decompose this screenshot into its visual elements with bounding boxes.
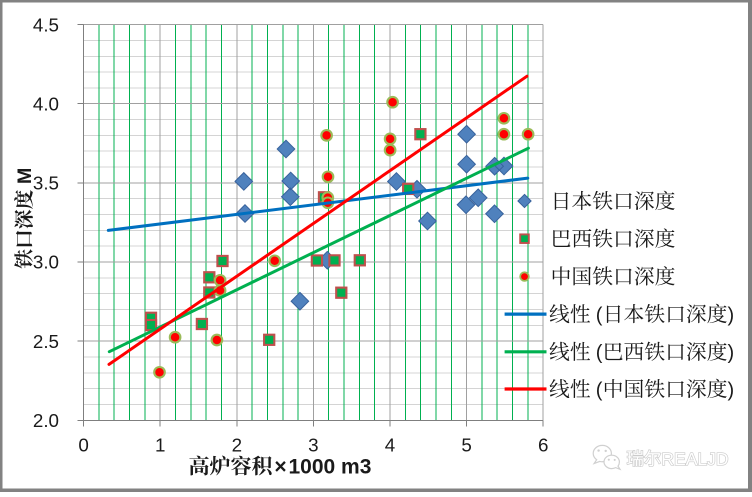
svg-text:M: M xyxy=(14,168,36,184)
svg-text:): ) xyxy=(728,305,735,327)
svg-text:1: 1 xyxy=(155,434,165,455)
svg-text:3.0: 3.0 xyxy=(33,252,59,273)
svg-text:REALJD: REALJD xyxy=(661,449,728,469)
svg-text:4.0: 4.0 xyxy=(33,93,59,114)
svg-text:5: 5 xyxy=(461,434,471,455)
svg-text:): ) xyxy=(728,379,735,401)
svg-text:2.5: 2.5 xyxy=(33,331,59,352)
svg-text:(: ( xyxy=(596,305,603,327)
svg-text:1000 m3: 1000 m3 xyxy=(289,456,372,479)
svg-text:0: 0 xyxy=(78,434,88,455)
svg-text:(: ( xyxy=(596,342,603,364)
svg-text:): ) xyxy=(728,342,735,364)
svg-text:4: 4 xyxy=(385,434,395,455)
svg-text:2.0: 2.0 xyxy=(33,410,59,431)
svg-text:×: × xyxy=(274,456,286,479)
svg-text:2: 2 xyxy=(232,434,242,455)
svg-text:6: 6 xyxy=(538,434,548,455)
svg-text:3: 3 xyxy=(308,434,318,455)
svg-text:(: ( xyxy=(596,379,603,401)
svg-text:4.5: 4.5 xyxy=(33,14,59,35)
svg-text:3.5: 3.5 xyxy=(33,173,59,194)
svg-text:REALJD: REALJD xyxy=(661,449,728,469)
